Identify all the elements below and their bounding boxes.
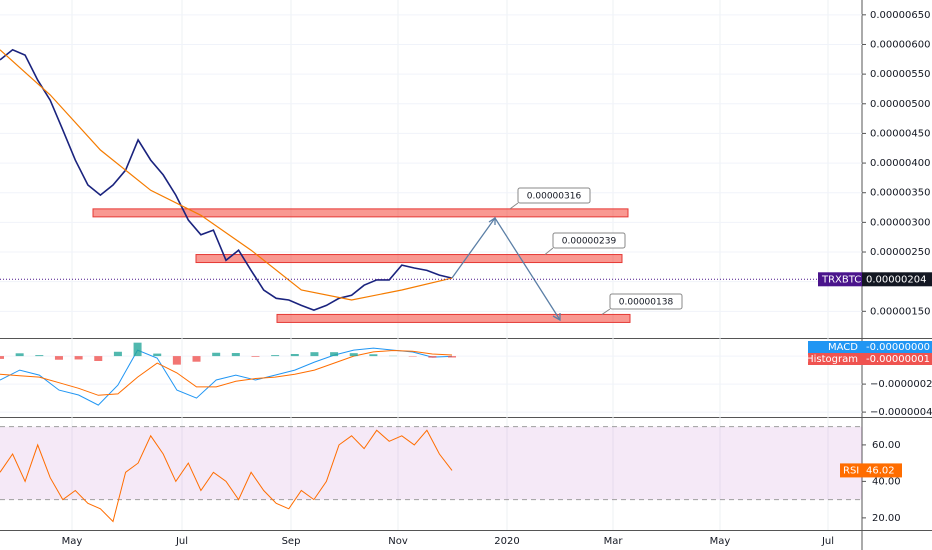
callout-label: 0.00000138 [619, 298, 674, 308]
y-tick-label: 40.00 [872, 476, 901, 487]
callout-box [517, 187, 591, 204]
last-value-bg [862, 463, 902, 478]
histogram-bar [94, 356, 103, 361]
histogram-bar [192, 356, 201, 362]
histogram-bar [212, 352, 221, 357]
series-name-bg [840, 463, 862, 478]
y-tick-label: 0.00000400 [870, 158, 930, 169]
series-line [0, 429, 453, 523]
histogram-bar [172, 356, 181, 365]
y-tick-label: −0.00000020 [870, 379, 932, 390]
series-line [0, 347, 453, 406]
symbol-label: TRXBTC [821, 274, 861, 285]
y-tick-label: 20.00 [872, 513, 901, 524]
histogram-bar [113, 351, 122, 357]
last-value-bg [862, 353, 932, 365]
time-label: May [62, 536, 83, 547]
series-name-bg [808, 353, 862, 365]
callout-box [552, 232, 626, 249]
y-tick-label: 0.00000600 [870, 39, 930, 50]
level-zone [195, 254, 623, 264]
callout-line [601, 308, 611, 315]
y-tick-label: 0.00000500 [870, 99, 930, 110]
series-line [0, 349, 453, 396]
last-value-label: 46.02 [866, 465, 895, 476]
histogram-bar [349, 353, 358, 357]
histogram-bar [0, 356, 4, 359]
histogram-bar [271, 355, 280, 357]
callout-box [609, 293, 683, 310]
histogram-bar [310, 352, 319, 357]
last-price-label: 0.00000204 [866, 274, 926, 285]
series-line [0, 48, 453, 311]
series-name-bg [808, 341, 862, 353]
time-label: Jul [175, 536, 188, 547]
histogram-bar [290, 354, 299, 357]
time-label: Nov [388, 536, 408, 547]
histogram-bar [74, 356, 83, 360]
histogram-bar [231, 353, 240, 357]
time-label: 2020 [494, 536, 519, 547]
y-tick-label: −0.00000040 [870, 407, 932, 418]
time-label: Mar [604, 536, 624, 547]
series-line [0, 49, 453, 301]
callout-label: 0.00000239 [562, 237, 617, 247]
last-price-label-bg [862, 272, 932, 287]
symbol-label-bg [818, 272, 862, 287]
series-name: MACD [828, 342, 858, 353]
last-value-bg [862, 341, 932, 353]
histogram-bar [448, 356, 456, 358]
time-label: Jul [821, 536, 834, 547]
y-tick-label: 0.00000450 [870, 128, 930, 139]
y-tick-label: 0.00000350 [870, 188, 930, 199]
histogram-bar [133, 342, 142, 357]
histogram-bar [428, 356, 437, 358]
histogram-bar [54, 356, 63, 360]
callout-label: 0.00000316 [527, 192, 582, 202]
histogram-bar [251, 356, 260, 357]
time-label: May [710, 536, 731, 547]
level-zone [92, 208, 629, 218]
y-tick-label: 0.00000550 [870, 69, 930, 80]
y-tick-label: 0.00000650 [870, 10, 930, 21]
level-zone [276, 313, 631, 323]
last-value-label: -0.00000000 [866, 342, 930, 353]
y-tick-label: 0.00000150 [870, 306, 930, 317]
y-tick-label: 60.00 [872, 440, 901, 451]
y-tick-label: 0.00000300 [870, 217, 930, 228]
time-label: Sep [282, 536, 301, 547]
y-tick-label: 0.00000250 [870, 247, 930, 258]
last-value-label: -0.00000001 [866, 354, 930, 365]
callout-line [544, 247, 554, 255]
histogram-bar [153, 353, 162, 357]
series-name: Histogram [806, 354, 858, 365]
arrow-head [488, 216, 561, 322]
histogram-bar [330, 352, 339, 357]
callout-line [509, 202, 519, 210]
series-name: RSI [843, 465, 859, 476]
histogram-bar [369, 354, 378, 357]
histogram-bar [15, 353, 24, 357]
histogram-bar [35, 355, 44, 357]
